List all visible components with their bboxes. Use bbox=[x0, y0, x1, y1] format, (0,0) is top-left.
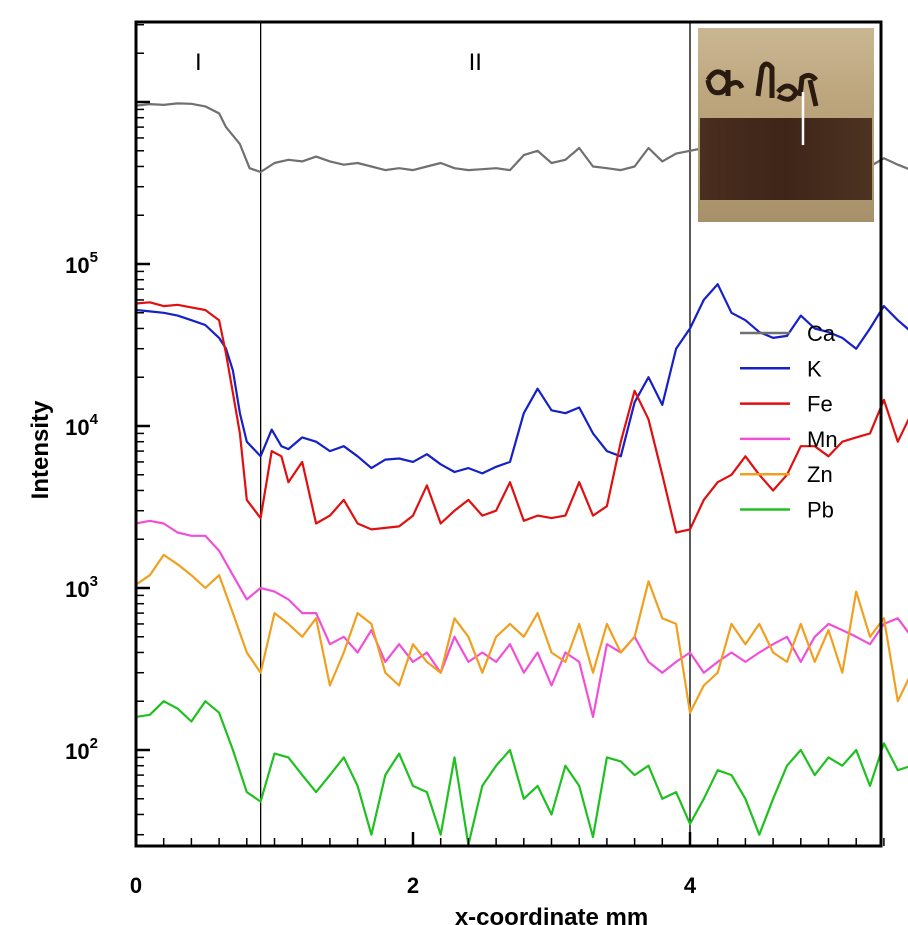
y-tick-exponent: 4 bbox=[90, 411, 99, 428]
legend-label-zn: Zn bbox=[807, 462, 833, 487]
region-label: I bbox=[195, 49, 202, 76]
inset-photo bbox=[698, 28, 874, 222]
inset-script-stroke bbox=[705, 69, 745, 96]
inset-ink-band bbox=[700, 118, 872, 200]
series-line-mn bbox=[135, 519, 908, 718]
legend-label-fe: Fe bbox=[807, 392, 833, 417]
legend: Ca K Fe Mn Zn Pb bbox=[740, 321, 838, 523]
series-line-pb bbox=[135, 700, 908, 846]
y-tick-exponent: 2 bbox=[90, 735, 98, 752]
legend-label-mn: Mn bbox=[807, 427, 838, 452]
series-line-ca bbox=[135, 102, 908, 174]
y-tick-exponent: 5 bbox=[90, 249, 98, 266]
x-tick-label: 4 bbox=[684, 873, 697, 898]
axes: 02468102103104105x-coordinate mmIntensit… bbox=[27, 20, 885, 925]
region-label: II bbox=[469, 49, 482, 76]
inset-script-stroke-2 bbox=[755, 61, 819, 107]
legend-label-k: K bbox=[807, 356, 822, 381]
legend-label-pb: Pb bbox=[807, 498, 834, 523]
y-axis-title: Intensity bbox=[27, 400, 54, 499]
legend-label-ca: Ca bbox=[807, 321, 836, 346]
x-axis-title: x-coordinate mm bbox=[455, 904, 648, 925]
x-tick-label: 0 bbox=[130, 873, 142, 898]
x-tick-label: 2 bbox=[407, 873, 419, 898]
series-layer bbox=[135, 102, 908, 846]
y-tick-exponent: 3 bbox=[90, 573, 98, 590]
series-line-fe bbox=[135, 301, 908, 534]
series-line-k bbox=[135, 283, 908, 475]
series-line-zn bbox=[135, 553, 908, 714]
